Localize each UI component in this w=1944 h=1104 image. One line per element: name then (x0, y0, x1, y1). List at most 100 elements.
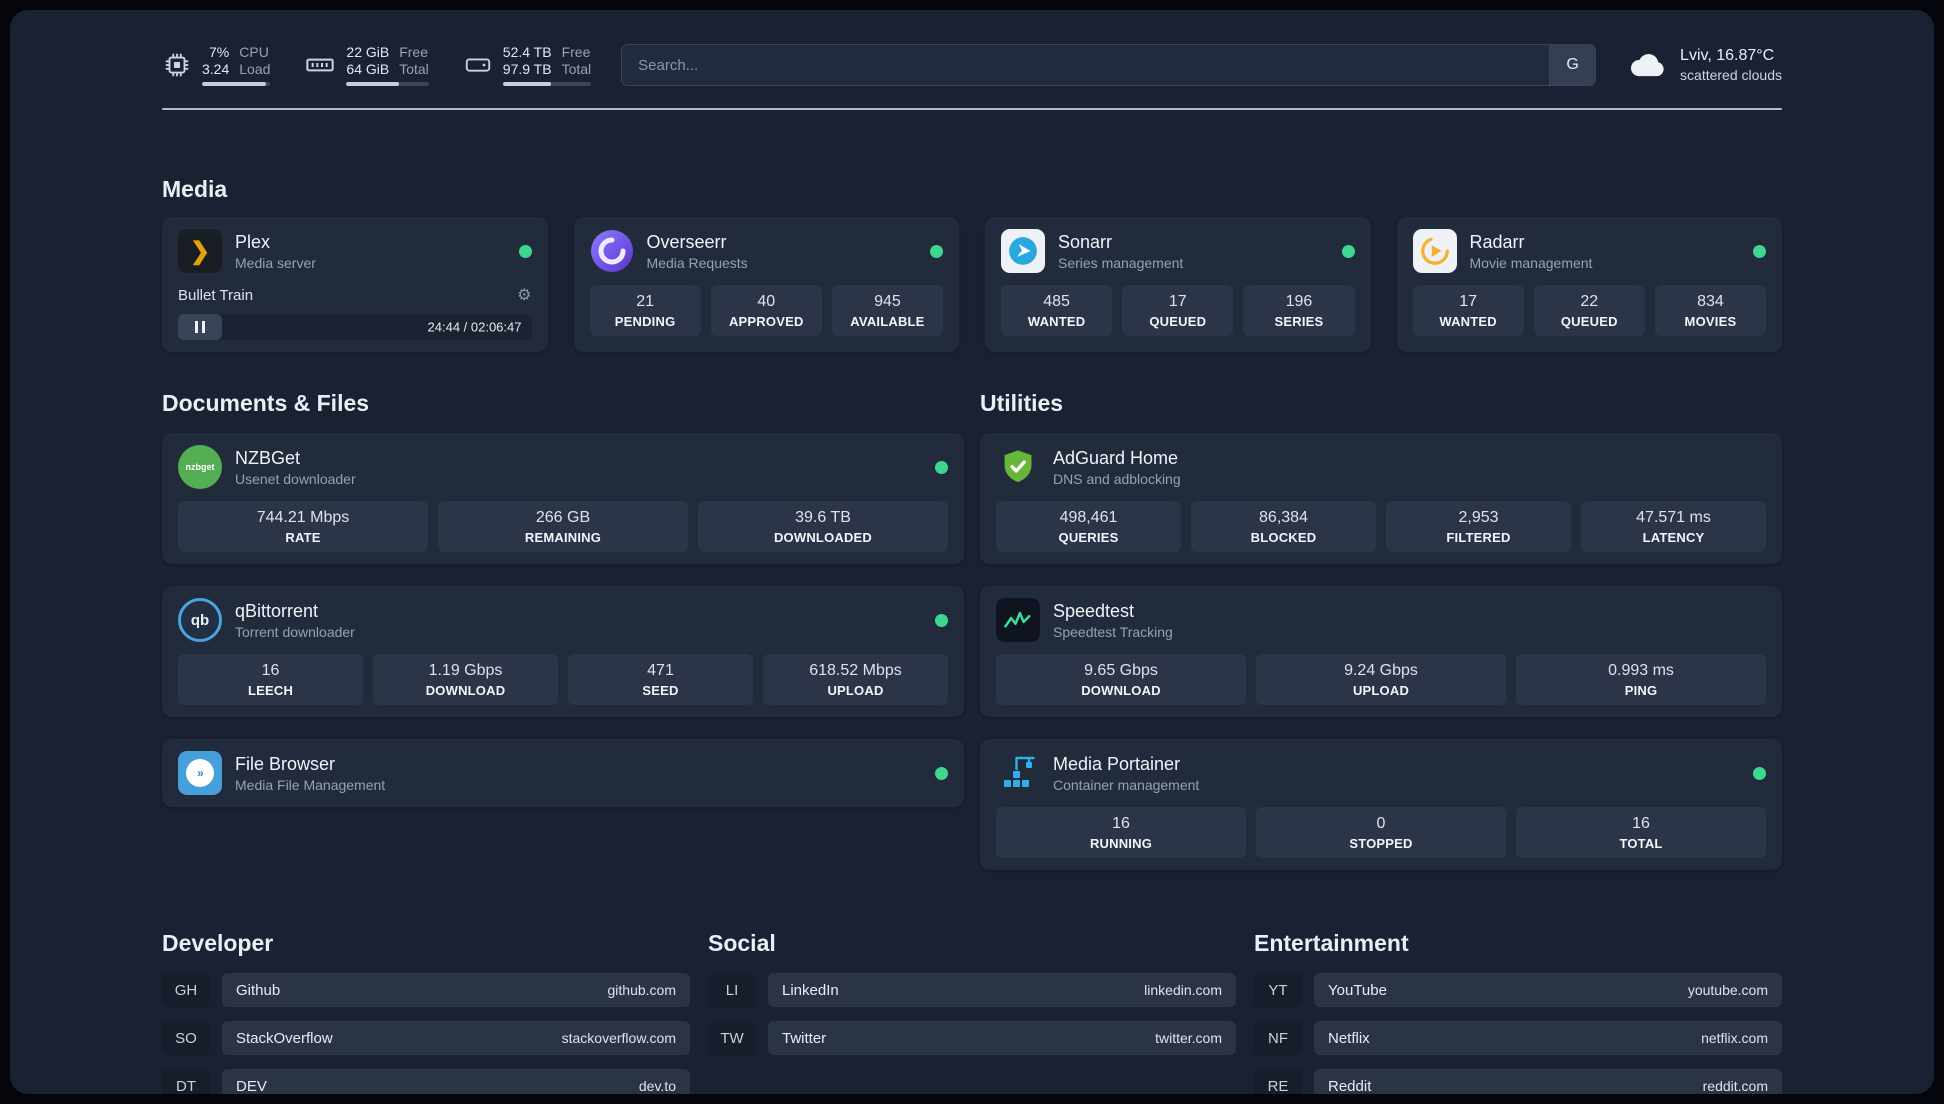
stat-downloaded: 39.6 TB DOWNLOADED (698, 501, 948, 552)
gear-icon[interactable]: ⚙ (517, 287, 532, 304)
app-name: qBittorrent (235, 600, 319, 621)
status-dot-online (935, 766, 948, 780)
stat-filtered: 2,953 FILTERED (1386, 501, 1571, 552)
stat-movies: 834 MOVIES (1654, 285, 1767, 336)
stat-upload: 9.24 Gbps UPLOAD (1256, 654, 1506, 705)
app-card-sonarr[interactable]: Sonarr Series management 485 WANTED 17 Q… (985, 217, 1371, 352)
app-name: Overseerr (646, 231, 727, 252)
link-row: DT DEV dev.to (162, 1069, 690, 1094)
stat-queries: 498,461 QUERIES (996, 501, 1181, 552)
speedtest-icon (996, 598, 1040, 642)
stat-latency: 47.571 ms LATENCY (1581, 501, 1766, 552)
section-title-social: Social (708, 930, 776, 956)
cpu-percent: 7% (209, 44, 230, 60)
stat-upload: 618.52 Mbps UPLOAD (763, 654, 948, 705)
app-subtitle: Movie management (1469, 254, 1593, 271)
stat-running: 16 RUNNING (996, 807, 1246, 858)
portainer-icon (996, 751, 1040, 795)
app-name: Media Portainer (1053, 753, 1181, 774)
now-playing-row: Bullet Train ⚙ (178, 285, 532, 305)
status-dot-online (1341, 244, 1355, 258)
app-name: NZBGet (235, 447, 301, 468)
pause-button[interactable] (178, 314, 222, 340)
nzbget-icon: nzbget (178, 445, 222, 489)
app-subtitle: Media File Management (235, 776, 386, 793)
app-card-radarr[interactable]: Radarr Movie management 17 WANTED 22 QUE… (1396, 217, 1782, 352)
app-card-adguard[interactable]: AdGuard Home DNS and adblocking 498,461 … (980, 433, 1782, 564)
stat-total: 16 TOTAL (1516, 807, 1766, 858)
stat-stopped: 0 STOPPED (1256, 807, 1506, 858)
search-engine-button[interactable]: G (1549, 45, 1596, 85)
cpu-progress-bar (202, 82, 271, 86)
section-title-documents: Documents & Files (162, 390, 370, 416)
radarr-icon (1412, 229, 1457, 273)
playback-time: 24:44 / 02:06:47 (427, 319, 522, 335)
link-tag: DT (162, 1069, 210, 1094)
stat-pending: 21 PENDING (589, 285, 701, 336)
stat-download: 9.65 Gbps DOWNLOAD (996, 654, 1246, 705)
link-stackoverflow[interactable]: StackOverflow stackoverflow.com (222, 1021, 690, 1055)
system-metrics: 7% 3.24 CPU Load (162, 44, 592, 86)
utilities-column: Utilities AdGuard Home (980, 390, 1782, 870)
dashboard-panel: 7% 3.24 CPU Load (10, 10, 1934, 1094)
weather-widget[interactable]: Lviv, 16.87°C scattered clouds (1626, 47, 1782, 84)
plex-icon: ❯ (178, 229, 222, 273)
disk-total: 97.9 TB (502, 61, 552, 77)
disk-metric: 52.4 TB 97.9 TB Free Total (463, 44, 592, 86)
app-card-portainer[interactable]: Media Portainer Container management 16 … (980, 739, 1782, 870)
app-card-filebrowser[interactable]: » File Browser Media File Management (162, 739, 964, 807)
link-youtube[interactable]: YouTube youtube.com (1314, 973, 1782, 1007)
link-row: GH Github github.com (162, 973, 690, 1007)
status-dot-online (935, 613, 948, 627)
status-dot-online (1753, 766, 1766, 780)
stat-ping: 0.993 ms PING (1516, 654, 1766, 705)
ram-label-2: Total (399, 61, 429, 77)
status-dot-online (930, 244, 943, 258)
cpu-label-2: Load (239, 61, 271, 77)
link-linkedin[interactable]: LinkedIn linkedin.com (768, 973, 1236, 1007)
ram-free: 22 GiB (346, 44, 390, 60)
stat-rate: 744.21 Mbps RATE (178, 501, 428, 552)
app-name: Plex (235, 231, 271, 252)
ram-total: 64 GiB (346, 61, 390, 77)
disk-free: 52.4 TB (502, 44, 552, 60)
link-tag: TW (708, 1021, 756, 1055)
link-row: SO StackOverflow stackoverflow.com (162, 1021, 690, 1055)
app-card-qbittorrent[interactable]: qb qBittorrent Torrent downloader 16 (162, 586, 964, 717)
link-row: TW Twitter twitter.com (708, 1021, 1236, 1055)
media-progress-bar[interactable]: 24:44 / 02:06:47 (178, 314, 532, 340)
app-subtitle: DNS and adblocking (1053, 470, 1181, 487)
status-dot-online (935, 460, 948, 474)
app-name: Radarr (1469, 231, 1525, 252)
ram-icon (304, 49, 336, 81)
stat-queued: 22 QUEUED (1533, 285, 1645, 336)
link-reddit[interactable]: Reddit reddit.com (1314, 1069, 1782, 1094)
link-row: RE Reddit reddit.com (1254, 1069, 1782, 1094)
link-tag: NF (1254, 1021, 1302, 1055)
link-dev[interactable]: DEV dev.to (222, 1069, 690, 1094)
app-card-overseerr[interactable]: Overseerr Media Requests 21 PENDING 40 A… (573, 217, 959, 352)
section-title-developer: Developer (162, 930, 274, 956)
app-card-nzbget[interactable]: nzbget NZBGet Usenet downloader 744.21 M… (162, 433, 964, 564)
link-row: LI LinkedIn linkedin.com (708, 973, 1236, 1007)
disk-label-1: Free (561, 44, 591, 60)
stat-wanted: 17 WANTED (1412, 285, 1524, 336)
app-card-plex[interactable]: ❯ Plex Media server Bullet Train ⚙ 24:44… (162, 217, 548, 352)
link-twitter[interactable]: Twitter twitter.com (768, 1021, 1236, 1055)
search-input[interactable] (622, 45, 1550, 85)
link-github[interactable]: Github github.com (222, 973, 690, 1007)
cpu-icon (162, 50, 192, 80)
stat-leech: 16 LEECH (178, 654, 363, 705)
app-name: AdGuard Home (1053, 447, 1179, 468)
overseerr-icon (590, 229, 634, 273)
app-card-speedtest[interactable]: Speedtest Speedtest Tracking 9.65 Gbps D… (980, 586, 1782, 717)
developer-links-column: Developer GH Github github.com SO StackO… (162, 930, 690, 1094)
app-subtitle: Media server (235, 254, 316, 271)
stat-remaining: 266 GB REMAINING (438, 501, 688, 552)
entertainment-links-column: Entertainment YT YouTube youtube.com NF … (1254, 930, 1782, 1094)
link-netflix[interactable]: Netflix netflix.com (1314, 1021, 1782, 1055)
app-subtitle: Series management (1058, 254, 1184, 271)
now-playing-title: Bullet Train (178, 286, 254, 304)
cpu-metric: 7% 3.24 CPU Load (162, 44, 271, 86)
app-name: Sonarr (1058, 231, 1113, 252)
